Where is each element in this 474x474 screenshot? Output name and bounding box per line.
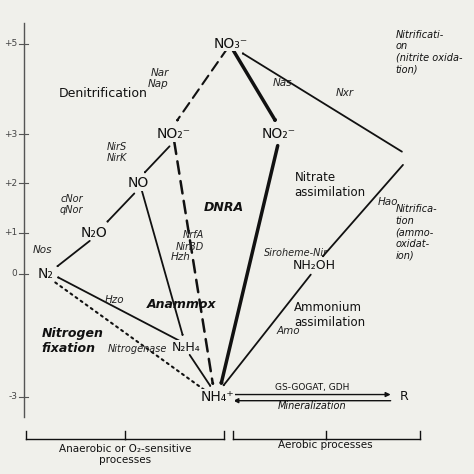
Text: Denitrification: Denitrification (59, 87, 148, 100)
Text: GS-GOGAT, GDH: GS-GOGAT, GDH (275, 383, 349, 392)
Text: NH₄⁺: NH₄⁺ (201, 390, 234, 403)
Text: 0: 0 (11, 269, 17, 278)
Text: NO₃⁻: NO₃⁻ (213, 37, 248, 51)
Text: cNor
qNor: cNor qNor (60, 194, 83, 215)
Text: Nitrogen
fixation: Nitrogen fixation (41, 327, 103, 355)
Text: Hzh: Hzh (171, 252, 191, 262)
Text: N₂: N₂ (38, 266, 54, 281)
Text: Mineralization: Mineralization (278, 401, 346, 410)
Text: Nas: Nas (273, 78, 292, 88)
Text: R: R (400, 390, 409, 403)
Text: Ammonium
assimilation: Ammonium assimilation (294, 301, 365, 328)
Text: Hao: Hao (378, 197, 399, 207)
Text: NO: NO (128, 176, 149, 190)
Text: Nxr: Nxr (336, 88, 354, 98)
Text: N₂H₄: N₂H₄ (172, 341, 201, 354)
Text: NO₂⁻: NO₂⁻ (156, 127, 191, 141)
Text: +1: +1 (4, 228, 17, 237)
Text: Anammox: Anammox (147, 298, 217, 311)
Text: Aerobic processes: Aerobic processes (278, 440, 373, 450)
Text: -3: -3 (8, 392, 17, 401)
Text: NO₂⁻: NO₂⁻ (262, 127, 296, 141)
Text: N₂O: N₂O (81, 226, 108, 239)
Text: Nitrogenase: Nitrogenase (107, 345, 167, 355)
Text: Anaerobic or O₂-sensitive
processes: Anaerobic or O₂-sensitive processes (59, 444, 191, 465)
Text: Nitrificati-
on
(nitrite oxida-
tion): Nitrificati- on (nitrite oxida- tion) (396, 29, 462, 74)
Text: Siroheme-Nir: Siroheme-Nir (264, 248, 328, 258)
Text: Nos: Nos (33, 245, 52, 255)
Text: Nitrate
assimilation: Nitrate assimilation (294, 171, 365, 200)
Text: +2: +2 (4, 179, 17, 188)
Text: Nitrifica-
tion
(ammo-
oxidat-
ion): Nitrifica- tion (ammo- oxidat- ion) (396, 204, 437, 261)
Text: Hzo: Hzo (105, 295, 125, 305)
Text: NirS
NirK: NirS NirK (107, 142, 127, 164)
Text: Amo: Amo (277, 326, 301, 336)
Text: DNRA: DNRA (204, 201, 244, 214)
Text: NrfA
NirBD: NrfA NirBD (176, 230, 204, 252)
Text: NH₂OH: NH₂OH (293, 259, 336, 272)
Text: +3: +3 (4, 129, 17, 138)
Text: +5: +5 (4, 39, 17, 48)
Text: Nar
Nap: Nar Nap (148, 68, 169, 90)
